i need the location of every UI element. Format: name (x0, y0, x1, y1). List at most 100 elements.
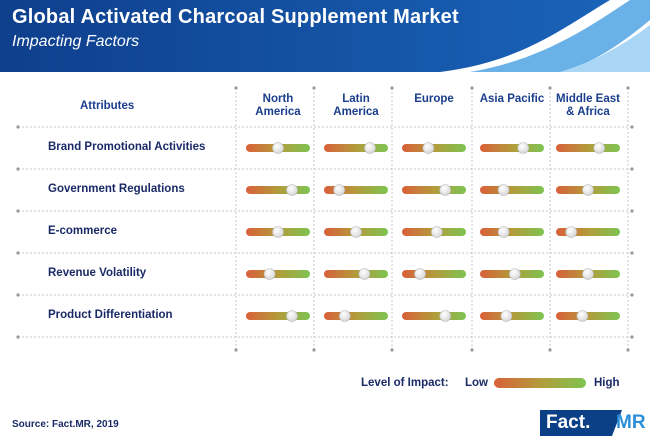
impact-track (246, 186, 310, 194)
divider-dot (16, 167, 20, 171)
header-banner: Global Activated Charcoal Supplement Mar… (0, 0, 650, 72)
divider-dot (234, 348, 238, 352)
impact-slider (246, 268, 310, 280)
header-background (0, 0, 650, 72)
impact-knob (333, 184, 346, 196)
impact-knob (582, 184, 594, 196)
impact-knob (582, 268, 594, 280)
divider-dot (312, 348, 316, 352)
impact-slider (402, 142, 466, 154)
divider-dot (630, 293, 634, 297)
impact-knob (500, 310, 513, 322)
legend-scale (494, 378, 586, 388)
legend-label: Level of Impact: (361, 377, 449, 389)
column-header-line: North (262, 93, 294, 105)
legend-high: High (594, 377, 620, 389)
impact-slider (324, 226, 388, 238)
impact-slider (324, 184, 388, 196)
impact-slider (402, 184, 466, 196)
impact-slider (556, 226, 620, 238)
column-header: North America (238, 93, 318, 119)
row-label: Product Differentiation (48, 309, 173, 321)
logo-box (540, 410, 622, 436)
impact-knob (422, 142, 435, 154)
impact-knob (497, 184, 510, 196)
impact-slider (402, 268, 466, 280)
logo-text-left: Fact. (546, 412, 591, 433)
row-label: E-commerce (48, 225, 118, 237)
impact-knob (350, 226, 362, 238)
impact-knob (430, 226, 443, 238)
impact-track (480, 186, 544, 194)
impact-knob (286, 184, 298, 196)
impact-slider (246, 226, 310, 238)
divider-dot (626, 348, 630, 352)
impact-slider (556, 268, 620, 280)
impact-slider (556, 310, 620, 322)
impact-slider (480, 226, 544, 238)
chart-title: Global Activated Charcoal Supplement Mar… (12, 6, 459, 28)
impact-knob (439, 184, 452, 196)
impact-knob (272, 142, 284, 154)
factmr-logo: Fact. MR (540, 410, 646, 436)
impact-slider (402, 226, 466, 238)
impact-slider (480, 268, 544, 280)
divider-dot (16, 251, 20, 255)
impact-slider (480, 310, 544, 322)
divider-dot (630, 335, 634, 339)
impact-knob (272, 226, 284, 238)
impact-slider (246, 184, 310, 196)
impact-knob (338, 310, 351, 322)
impact-slider (324, 268, 388, 280)
impact-track (402, 270, 466, 278)
divider-dot (16, 293, 20, 297)
divider-dot (630, 167, 634, 171)
impact-knob (508, 268, 521, 280)
impact-slider (480, 184, 544, 196)
impact-slider (246, 310, 310, 322)
impact-track (324, 144, 388, 152)
column-header-line: Latin (342, 93, 370, 105)
column-header-line: Middle East (556, 93, 620, 105)
source-note: Source: Fact.MR, 2019 (12, 419, 119, 430)
chart-subtitle: Impacting Factors (12, 33, 140, 50)
divider-dot (390, 348, 394, 352)
impact-track (494, 378, 586, 388)
divider-dot (470, 86, 474, 90)
impact-track (480, 228, 544, 236)
impact-knob (576, 310, 589, 322)
column-header: Asia Pacific (472, 93, 552, 106)
impact-slider (324, 142, 388, 154)
impact-slider (556, 184, 620, 196)
divider-dot (234, 86, 238, 90)
impact-knob (517, 142, 530, 154)
impact-knob (358, 268, 371, 280)
impact-knob (414, 268, 426, 280)
divider-dot (548, 86, 552, 90)
divider-dot (548, 348, 552, 352)
divider-dot (630, 209, 634, 213)
divider-dot (16, 209, 20, 213)
column-header-line: America (333, 106, 379, 118)
impact-track (246, 312, 310, 320)
divider-dot (312, 86, 316, 90)
divider-dot (626, 86, 630, 90)
divider-dot (16, 125, 20, 129)
impact-track (480, 144, 544, 152)
impact-knob (565, 226, 578, 238)
impact-knob (286, 310, 298, 322)
impact-track (402, 186, 466, 194)
row-header: Attributes (80, 100, 135, 112)
column-header: Europe (394, 93, 474, 106)
impact-slider (556, 142, 620, 154)
column-header-line: & Africa (566, 106, 610, 118)
impact-knob (497, 226, 510, 238)
row-label: Government Regulations (48, 183, 185, 195)
impact-track (402, 312, 466, 320)
row-label: Brand Promotional Activities (48, 141, 206, 153)
legend-low: Low (465, 377, 488, 389)
impact-track (324, 270, 388, 278)
column-header-line: Asia Pacific (479, 93, 545, 105)
impact-slider (324, 310, 388, 322)
